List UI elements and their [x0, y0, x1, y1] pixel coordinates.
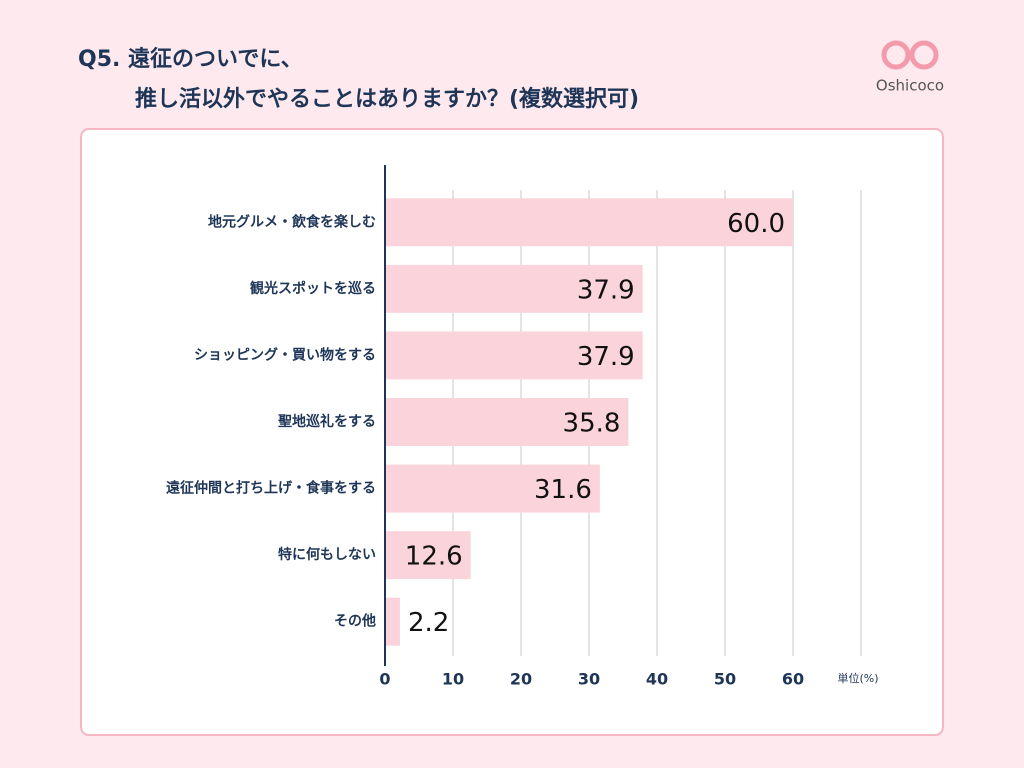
y-tick-label: その他 — [334, 613, 376, 630]
value-label: 37.9 — [577, 275, 635, 305]
value-label: 60.0 — [727, 209, 785, 239]
x-tick-label: 50 — [714, 670, 736, 689]
logo-icon — [881, 40, 939, 70]
x-tick-label: 40 — [646, 670, 668, 689]
y-tick-label: 聖地巡礼をする — [278, 413, 376, 430]
x-tick-label: 0 — [379, 670, 390, 689]
unit-label: 単位(%) — [837, 671, 878, 685]
bar — [385, 464, 600, 513]
bar — [385, 198, 793, 247]
y-tick-label: 特に何もしない — [278, 546, 376, 563]
y-tick-label: ショッピング・買い物をする — [194, 346, 376, 363]
value-label: 31.6 — [534, 475, 592, 505]
bar — [385, 398, 629, 446]
x-tick-label: 30 — [578, 670, 600, 689]
bar — [385, 331, 643, 380]
bar — [385, 597, 400, 646]
brand: Oshicoco — [876, 77, 944, 95]
chart-title: Q5. 遠征のついでに、 — [78, 46, 303, 72]
x-tick-label: 20 — [510, 670, 532, 689]
bar — [385, 264, 643, 313]
y-tick-label: 観光スポットを巡る — [250, 280, 376, 297]
x-tick-label: 60 — [782, 670, 804, 689]
value-label: 2.2 — [408, 608, 449, 638]
y-tick-label: 遠征仲間と打ち上げ・食事をする — [166, 480, 376, 497]
value-label: 35.8 — [563, 409, 621, 439]
x-tick-label: 10 — [442, 670, 464, 689]
bar — [385, 531, 471, 580]
value-label: 37.9 — [577, 342, 635, 372]
chart-subtitle: 推し活以外でやることはありますか？(複数選択可) — [135, 86, 639, 112]
value-label: 12.6 — [405, 542, 463, 572]
y-tick-label: 地元グルメ・飲食を楽しむ — [208, 213, 376, 230]
